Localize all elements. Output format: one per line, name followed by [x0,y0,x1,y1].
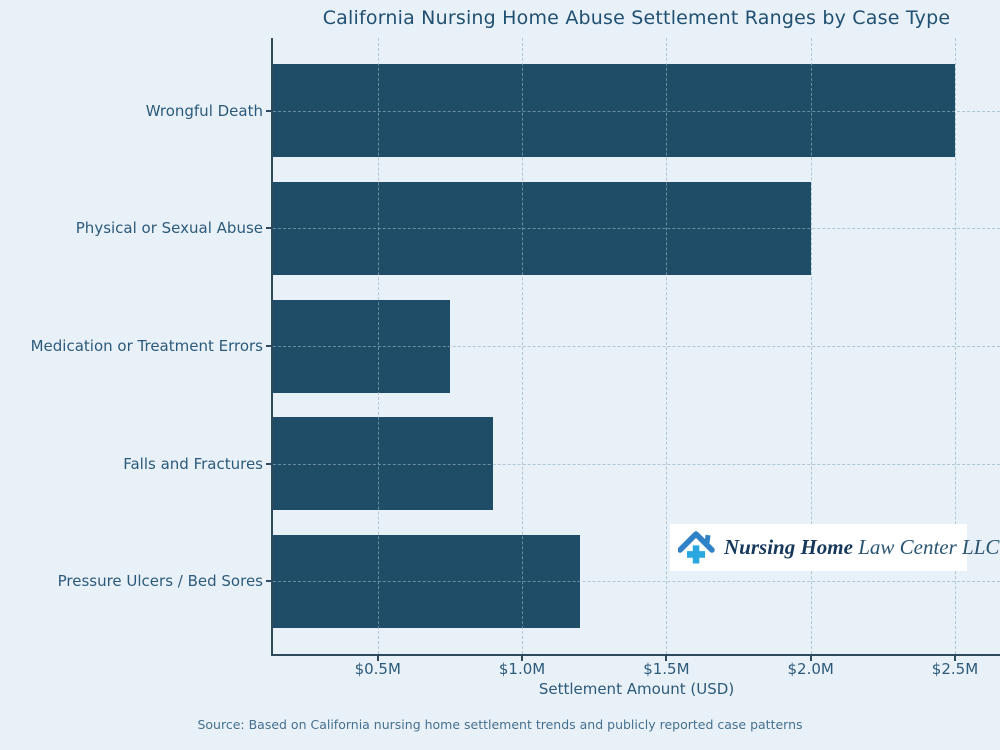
plot-area [273,38,1000,654]
y-tick-mark [266,227,271,230]
source-note: Source: Based on California nursing home… [197,717,803,732]
y-tick-mark [266,580,271,583]
h-gridline [273,463,1000,465]
brand-name: Nursing Home Law Center LLC [724,535,999,560]
x-tick-label: $0.5M [354,660,401,678]
v-gridline [954,38,956,654]
x-tick-label: $1.0M [498,660,546,678]
x-tick-label: $2.5M [931,660,979,678]
y-tick-mark [266,462,271,465]
x-axis-label: Settlement Amount (USD) [538,680,735,698]
x-tick-mark [665,656,668,661]
category-label: Pressure Ulcers / Bed Sores [57,572,263,591]
v-gridline [810,38,812,654]
v-gridline [377,38,379,654]
v-gridline [666,38,668,654]
category-label: Physical or Sexual Abuse [75,219,263,238]
x-tick-mark [521,656,524,661]
h-gridline [273,346,1000,347]
x-tick-mark [809,656,812,661]
category-label: Medication or Treatment Errors [30,337,263,355]
x-tick-mark [953,656,956,661]
x-tick-label: $2.0M [787,660,834,678]
x-axis-spine [271,654,1000,656]
y-axis-spine [271,38,273,656]
category-label: Wrongful Death [145,101,263,120]
brand-watermark: Nursing Home Law Center LLC [670,524,999,571]
h-gridline [273,110,1000,112]
y-tick-mark [266,345,271,347]
x-tick-mark [376,656,379,661]
x-tick-label: $1.5M [643,660,690,678]
v-gridline [522,38,524,654]
category-label: Falls and Fractures [123,454,263,473]
house-cross-icon [678,530,715,563]
brand-name-regular: Law Center LLC [852,535,1000,559]
y-tick-mark [266,109,271,112]
h-gridline [273,581,1000,583]
chart-title: California Nursing Home Abuse Settlement… [322,7,951,29]
brand-name-bold: Nursing Home [724,535,853,559]
h-gridline [273,228,1000,230]
